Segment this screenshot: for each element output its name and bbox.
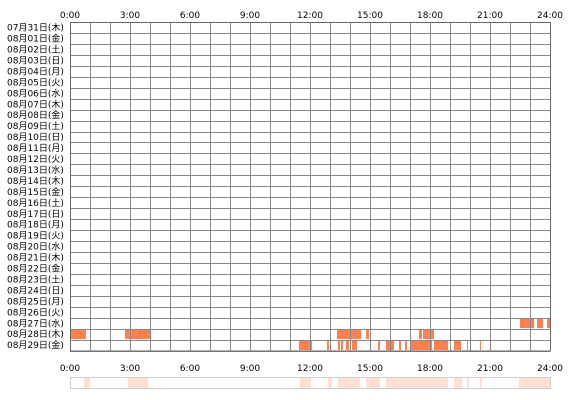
activity-segment (423, 329, 434, 340)
x-tick-label-bottom: 0:00 (60, 364, 80, 374)
summary-band (300, 377, 311, 388)
row-label: 08月12日(火) (7, 154, 64, 165)
top-tick-labels: 0:00 3:00 6:00 9:00 12:00 15:00 18:00 21:00 24:0… (60, 11, 563, 21)
activity-segment (352, 340, 357, 350)
activity-segment (71, 329, 86, 340)
x-tick-label-bottom: 15:00 (357, 364, 383, 374)
bottom-tick-labels: 0:00 3:00 6:00 9:00 12:00 15:00 18:00 21:00 24:0… (60, 364, 563, 374)
row-label: 08月09日(土) (7, 120, 64, 132)
row-label: 08月22日(金) (7, 263, 64, 275)
x-tick-label-bottom: 21:00 (477, 364, 503, 374)
activity-segment (467, 340, 468, 350)
row-label: 08月26日(火) (7, 307, 64, 318)
row-label: 08月15日(金) (7, 186, 64, 198)
row-label: 08月21日(木) (7, 252, 64, 264)
activity-segment (337, 329, 361, 340)
row-label: 08月11日(月) (7, 143, 64, 154)
activity-segment (378, 340, 380, 350)
summary-band (338, 377, 360, 388)
row-label: 08月24日(日) (7, 285, 64, 296)
x-tick-label-top: 24:00 (537, 11, 563, 21)
summary-band (128, 377, 148, 388)
summary-band (467, 377, 469, 388)
activity-segment (341, 340, 343, 350)
summary-band (328, 377, 332, 388)
x-tick-label-top: 12:00 (297, 11, 323, 21)
row-label: 08月07日(木) (7, 98, 64, 110)
x-tick-label-bottom: 18:00 (417, 364, 443, 374)
chart-grid (70, 22, 551, 352)
activity-segment (547, 318, 550, 329)
row-label: 08月10日(日) (7, 132, 64, 143)
row-label: 08月05日(火) (7, 77, 64, 88)
activity-segment (434, 340, 448, 350)
activity-segment (480, 340, 481, 350)
row-label: 08月16日(土) (7, 197, 64, 209)
row-label: 08月19日(火) (7, 231, 64, 242)
activity-segment (399, 340, 401, 350)
activity-segment (520, 318, 534, 329)
summary-band (84, 377, 90, 388)
activity-segment (405, 340, 407, 350)
x-tick-label-bottom: 9:00 (240, 364, 260, 374)
row-label: 08月13日(水) (7, 164, 64, 176)
summary-band (366, 377, 380, 388)
summary-band (386, 377, 448, 388)
activity-segment (327, 340, 329, 350)
activity-segment (125, 329, 150, 340)
summary-strip (70, 377, 551, 389)
row-label: 08月04日(月) (7, 66, 64, 77)
x-tick-label-top: 3:00 (120, 11, 140, 21)
x-tick-label-bottom: 6:00 (180, 364, 200, 374)
activity-segment (419, 329, 422, 340)
row-label: 08月23日(土) (7, 273, 64, 285)
row-labels: 07月31日(木)08月01日(金)08月02日(土)08月03日(日)08月0… (7, 22, 64, 352)
activity-segment (454, 340, 461, 350)
row-label: 08月25日(月) (7, 296, 64, 307)
x-tick-label-top: 6:00 (180, 11, 200, 21)
row-label: 08月27日(水) (7, 317, 64, 329)
x-tick-label-bottom: 3:00 (120, 364, 140, 374)
x-tick-label-bottom: 24:00 (537, 364, 563, 374)
x-tick-label-top: 0:00 (60, 11, 80, 21)
activity-segment (366, 329, 369, 340)
row-label: 08月03日(日) (7, 55, 64, 66)
activity-segment (410, 340, 432, 350)
x-tick-label-top: 9:00 (240, 11, 260, 21)
row-label: 08月20日(水) (7, 241, 64, 253)
row-label: 08月28日(木) (7, 328, 64, 340)
activity-segment (346, 340, 349, 350)
row-label: 08月29日(金) (7, 339, 64, 351)
activity-segment (338, 340, 340, 350)
row-label: 08月14日(木) (7, 175, 64, 187)
summary-band (519, 377, 550, 388)
row-label: 08月18日(月) (7, 220, 64, 231)
row-label: 08月06日(水) (7, 87, 64, 99)
row-label: 08月01日(金) (7, 33, 64, 45)
x-tick-label-top: 18:00 (417, 11, 443, 21)
x-tick-label-bottom: 12:00 (297, 364, 323, 374)
activity-segment (537, 318, 543, 329)
row-label: 07月31日(木) (7, 22, 64, 34)
summary-strip-border (70, 377, 551, 389)
row-label: 08月17日(日) (7, 209, 64, 220)
activity-segment (299, 340, 312, 350)
x-tick-label-top: 21:00 (477, 11, 503, 21)
row-label: 08月08日(金) (7, 109, 64, 121)
summary-band (480, 377, 482, 388)
x-tick-label-top: 15:00 (357, 11, 383, 21)
summary-band (454, 377, 462, 388)
plot-border (70, 22, 551, 352)
row-label: 08月02日(土) (7, 44, 64, 56)
